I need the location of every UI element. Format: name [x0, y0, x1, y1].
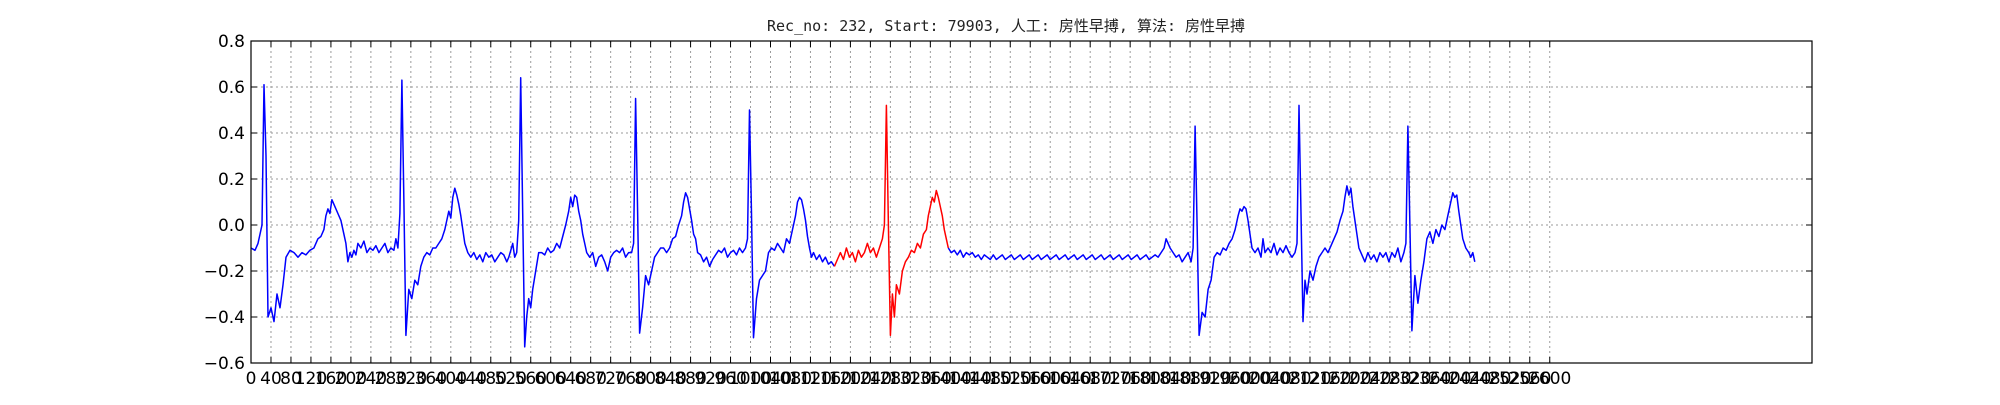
- x-tick-label: 1440: [949, 369, 992, 389]
- x-tick-label: 1760: [1109, 369, 1152, 389]
- y-tick-label: 0.4: [218, 124, 245, 144]
- x-tick-label: 240: [355, 369, 387, 389]
- x-tick-label: 1120: [789, 369, 832, 389]
- x-tick-label: 160: [315, 369, 347, 389]
- grid-layer: [251, 41, 1812, 363]
- plot-frame: [250, 40, 1813, 364]
- x-tick-label: 1720: [1089, 369, 1132, 389]
- x-tick-label: 1680: [1069, 369, 1112, 389]
- ecg-normal-segment: [250, 77, 836, 348]
- x-tick-label: 800: [634, 369, 666, 389]
- x-tick-label: 1520: [989, 369, 1032, 389]
- x-tick-label: 2400: [1428, 369, 1471, 389]
- x-tick-label: 560: [515, 369, 547, 389]
- x-tick-label: 2440: [1448, 369, 1491, 389]
- x-tick-label: 880: [674, 369, 706, 389]
- x-tick-label: 2160: [1308, 369, 1351, 389]
- y-tick-label: −0.2: [204, 262, 245, 282]
- x-tick-label: 1200: [829, 369, 872, 389]
- y-tick-label: 0.6: [218, 78, 245, 98]
- y-tick-label: −0.4: [204, 308, 245, 328]
- y-tick-label: −0.6: [204, 354, 245, 374]
- x-tick-label: 2480: [1468, 369, 1511, 389]
- series-layer: [250, 77, 1476, 348]
- x-tick-label: 2320: [1388, 369, 1431, 389]
- x-tick-label: 960: [714, 369, 746, 389]
- x-tick-label: 1920: [1188, 369, 1231, 389]
- y-tick-label: 0.8: [218, 32, 245, 52]
- x-tick-label: 320: [395, 369, 427, 389]
- x-tick-label: 1160: [809, 369, 852, 389]
- x-tick-label: 1280: [869, 369, 912, 389]
- x-tick-label: 2200: [1328, 369, 1371, 389]
- x-tick-label: 1960: [1208, 369, 1251, 389]
- x-tick-label: 600: [534, 369, 566, 389]
- x-tick-label: 2560: [1508, 369, 1551, 389]
- x-tick-label: 2600: [1528, 369, 1571, 389]
- x-tick-label: 80: [280, 369, 302, 389]
- x-axis: 0 408012016020024028032036040044048052056…: [246, 41, 1571, 389]
- x-tick-label: 360: [415, 369, 447, 389]
- x-tick-label: 2280: [1368, 369, 1411, 389]
- x-tick-label: 720: [594, 369, 626, 389]
- x-tick-label: 400: [435, 369, 467, 389]
- x-tick-label: 1840: [1148, 369, 1191, 389]
- x-tick-label: 2040: [1248, 369, 1291, 389]
- x-tick-label: 0: [246, 369, 257, 389]
- x-tick-label: 840: [654, 369, 686, 389]
- x-tick-label: 1320: [889, 369, 932, 389]
- x-tick-label: 2000: [1228, 369, 1271, 389]
- x-tick-label: 2120: [1288, 369, 1331, 389]
- x-tick-label: 520: [495, 369, 527, 389]
- ecg-highlight-segment: [833, 104, 950, 337]
- x-tick-label: 2080: [1268, 369, 1311, 389]
- x-tick-label: 1480: [969, 369, 1012, 389]
- x-tick-label: 760: [614, 369, 646, 389]
- ecg-normal-segment: [947, 104, 1476, 337]
- x-tick-label: 1400: [929, 369, 972, 389]
- x-tick-label: 2520: [1488, 369, 1531, 389]
- x-tick-label: 2360: [1408, 369, 1451, 389]
- y-tick-label: 0.0: [218, 216, 245, 236]
- x-tick-label: 440: [455, 369, 487, 389]
- y-axis: −0.6 −0.4 −0.2 0.0 0.2 0.4 0.6 0.8: [204, 32, 1812, 374]
- x-tick-label: 1800: [1129, 369, 1172, 389]
- chart-title: Rec_no: 232, Start: 79903, 人工: 房性早搏, 算法:…: [767, 17, 1245, 35]
- x-tick-label: 1880: [1168, 369, 1211, 389]
- x-tick-label: 1240: [849, 369, 892, 389]
- x-tick-label: 1600: [1029, 369, 1072, 389]
- x-tick-label: 640: [554, 369, 586, 389]
- x-tick-label: 1360: [909, 369, 952, 389]
- x-tick-label: 40: [260, 369, 282, 389]
- x-tick-label: 1560: [1009, 369, 1052, 389]
- x-tick-label: 920: [694, 369, 726, 389]
- x-tick-label: 680: [574, 369, 606, 389]
- x-tick-label: 1080: [769, 369, 812, 389]
- x-tick-label: 1640: [1049, 369, 1092, 389]
- x-tick-label: 2240: [1348, 369, 1391, 389]
- x-tick-label: 1040: [749, 369, 792, 389]
- x-tick-label: 1000: [729, 369, 772, 389]
- x-tick-label: 120: [295, 369, 327, 389]
- y-tick-label: 0.2: [218, 170, 245, 190]
- x-tick-label: 200: [335, 369, 367, 389]
- x-tick-label: 280: [375, 369, 407, 389]
- x-tick-label: 480: [475, 369, 507, 389]
